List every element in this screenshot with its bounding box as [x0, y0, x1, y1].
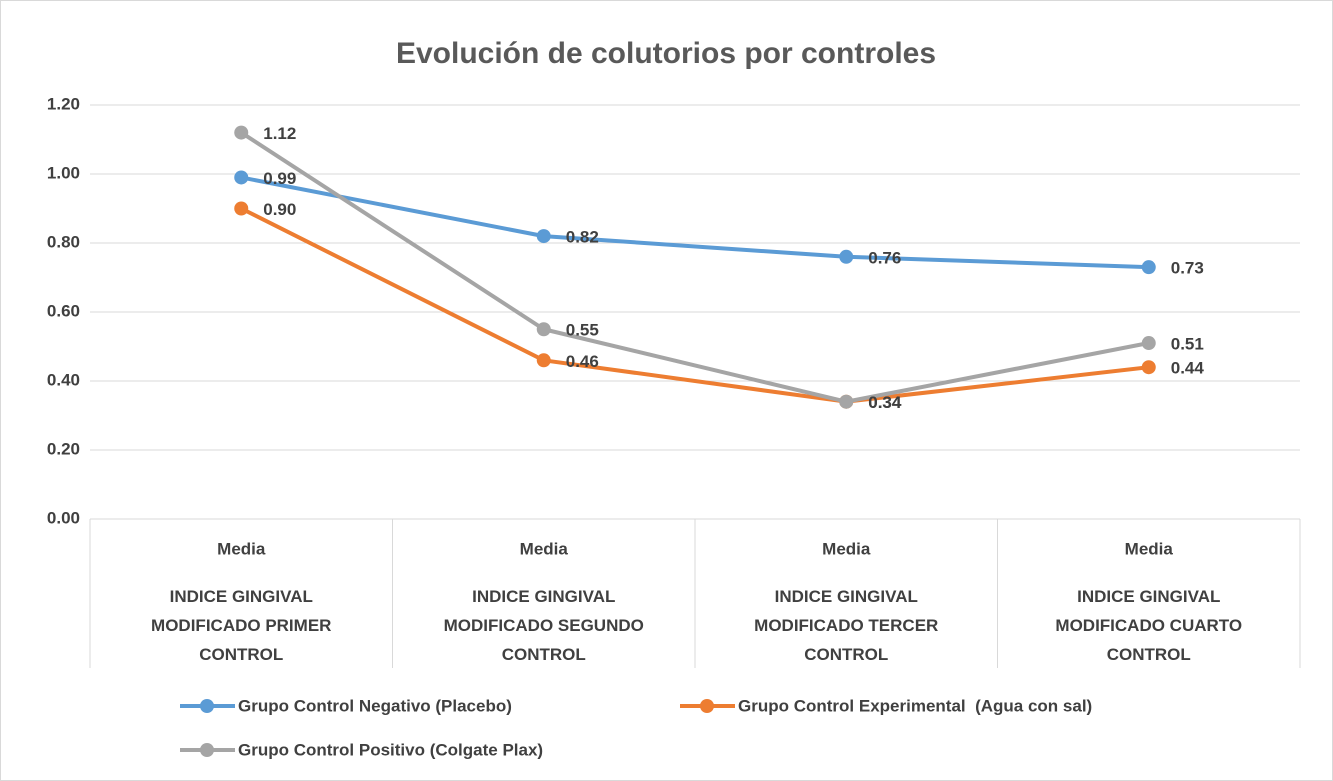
legend-marker	[200, 743, 214, 757]
data-label: 0.44	[1171, 359, 1205, 378]
series-line	[240, 130, 1150, 404]
y-tick-label: 0.80	[47, 232, 80, 251]
x-tick-label: INDICE GINGIVAL MODIFICADO CUARTO CONTROL	[1055, 587, 1242, 664]
series-line	[240, 175, 1149, 270]
data-label: 0.90	[263, 200, 296, 219]
data-point	[234, 170, 249, 185]
data-label: 0.34	[868, 393, 902, 412]
data-point	[234, 201, 249, 216]
data-label: 0.46	[566, 352, 599, 371]
x-tick-label: Media	[1125, 539, 1174, 558]
data-point	[1141, 360, 1156, 375]
x-tick-label: Media	[217, 539, 266, 558]
x-tick-label: INDICE GINGIVAL MODIFICADO SEGUNDO CONTROL	[444, 587, 644, 664]
data-point	[234, 125, 249, 140]
data-label: 0.55	[566, 321, 599, 340]
y-tick-label: 0.20	[47, 439, 80, 458]
legend-marker	[200, 699, 214, 713]
x-tick-label: Media	[520, 539, 569, 558]
data-point	[839, 249, 854, 264]
data-label: 0.51	[1171, 335, 1204, 354]
data-label: 0.76	[868, 248, 901, 267]
data-point	[1141, 260, 1156, 275]
data-point	[839, 394, 854, 409]
data-label: 1.12	[263, 124, 296, 143]
data-point	[536, 353, 551, 368]
data-label: 0.82	[566, 228, 599, 247]
y-tick-label: 1.20	[47, 94, 80, 113]
y-tick-label: 0.00	[47, 508, 80, 527]
y-tick-label: 1.00	[47, 163, 80, 182]
data-label: 0.99	[263, 169, 296, 188]
series-line	[240, 206, 1149, 404]
chart-title: Evolución de colutorios por controles	[396, 37, 936, 70]
legend-marker	[700, 699, 714, 713]
y-tick-label: 0.60	[47, 301, 80, 320]
y-tick-label: 0.40	[47, 370, 80, 389]
data-label: 0.34	[868, 393, 902, 412]
legend-label: Grupo Control Experimental (Agua con sal…	[738, 696, 1092, 715]
legend-label: Grupo Control Positivo (Colgate Plax)	[238, 740, 543, 759]
data-label: 0.73	[1171, 259, 1204, 278]
x-tick-label: INDICE GINGIVAL MODIFICADO TERCER CONTROL	[754, 587, 938, 664]
legend-label: Grupo Control Negativo (Placebo)	[238, 696, 512, 715]
data-point	[536, 322, 551, 337]
data-point	[1141, 336, 1156, 351]
x-tick-label: Media	[822, 539, 871, 558]
x-tick-label: INDICE GINGIVAL MODIFICADO PRIMER CONTROL	[151, 587, 331, 664]
data-point	[536, 229, 551, 244]
